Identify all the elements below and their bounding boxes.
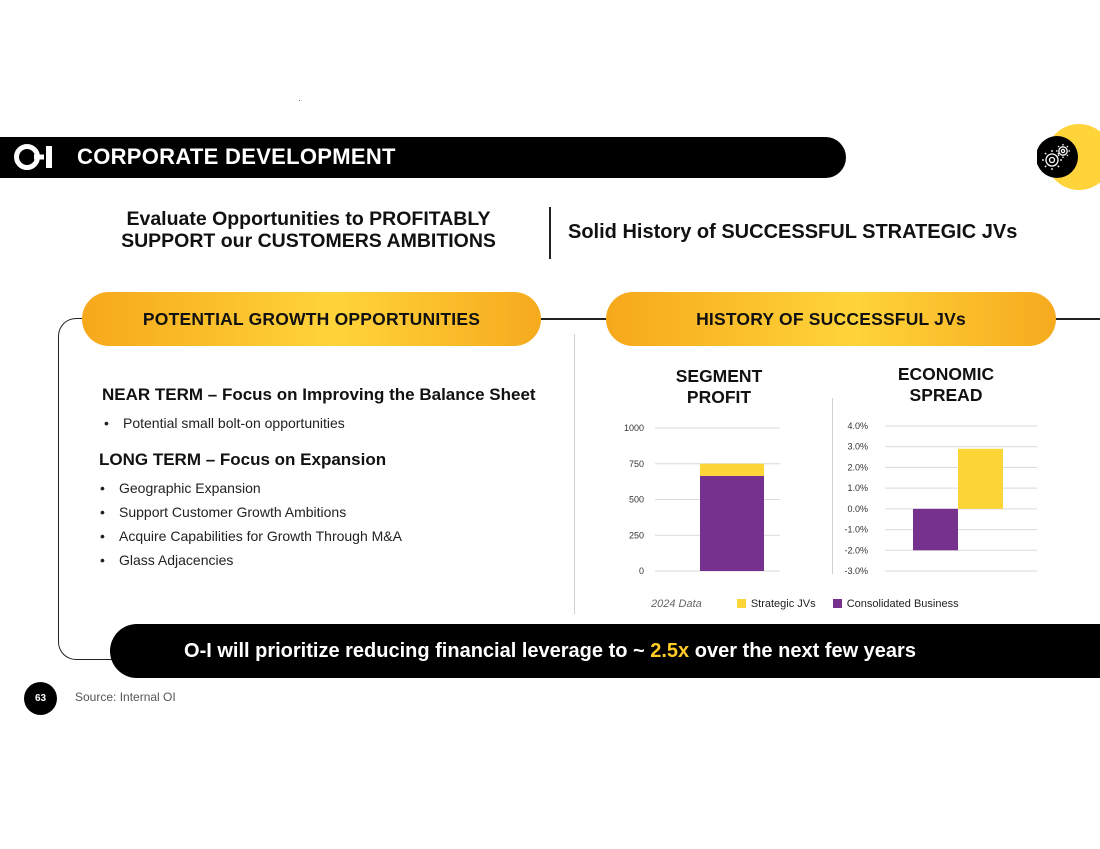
connector-line [538,318,610,320]
chart-title-line: PROFIT [686,387,752,407]
long-term-heading: LONG TERM – Focus on Expansion [99,450,387,469]
header-bar [0,137,846,178]
y-tick-label: 500 [629,495,644,505]
list-item: Support Customer Growth Ambitions [99,500,402,524]
economic-spread-title: ECONOMIC SPREAD [876,364,1016,406]
banner-highlight: 2.5x [650,640,690,662]
chart-title-line: SPREAD [909,385,983,405]
list-item: Acquire Capabilities for Growth Through … [99,524,402,548]
banner-text: O-I will prioritize reducing financial l… [184,640,651,662]
page-number: 63 [24,682,57,715]
panel-divider [574,334,575,614]
gears-icon [1037,124,1100,190]
headline-left-line1: Evaluate Opportunities to PROFITABLY [126,208,491,230]
legend-label: Strategic JVs [750,598,816,610]
list-item: Potential small bolt-on opportunities [103,411,345,435]
segment-profit-title: SEGMENT PROFIT [659,366,779,408]
leverage-banner: O-I will prioritize reducing financial l… [110,624,1100,678]
y-tick-label: 0.0% [847,504,868,514]
legend-item-consolidated: Consolidated Business [832,598,959,610]
y-tick-label: 1000 [624,423,644,433]
bar-strategic-jvs [958,448,1003,509]
y-tick-label: 2.0% [847,462,868,472]
y-tick-label: -2.0% [844,545,868,555]
headline-left: Evaluate Opportunities to PROFITABLY SUP… [96,208,521,252]
headline-divider [549,207,551,259]
stray-dot [299,100,300,101]
list-item: Glass Adjacencies [99,548,402,572]
y-tick-label: 3.0% [847,442,868,452]
legend-item-strategic: Strategic JVs [736,598,816,610]
legend-swatch [832,599,842,608]
near-term-list: Potential small bolt-on opportunities [103,411,345,435]
y-tick-label: -1.0% [844,525,868,535]
y-tick-label: -3.0% [844,566,868,576]
source-note: Source: Internal OI [75,690,176,704]
long-term-list: Geographic Expansion Support Customer Gr… [99,476,402,572]
bar-consolidated-business [913,508,958,551]
legend-label: Consolidated Business [846,598,959,610]
page-title: CORPORATE DEVELOPMENT [77,144,396,169]
successful-jvs-pill: HISTORY OF SUCCESSFUL JVs [606,292,1056,346]
o-i-logo-icon [14,144,52,170]
y-tick-label: 1.0% [847,483,868,493]
near-term-heading: NEAR TERM – Focus on Improving the Balan… [102,385,536,404]
growth-opportunities-pill: POTENTIAL GROWTH OPPORTUNITIES [82,292,541,346]
banner-text-end: over the next few years [689,640,916,662]
y-tick-label: 250 [629,530,644,540]
headline-right: Solid History of SUCCESSFUL STRATEGIC JV… [568,221,1018,243]
bar-strategic-jvs [700,463,764,476]
chart-title-line: SEGMENT [675,366,763,386]
y-tick-label: 4.0% [847,421,868,431]
y-tick-label: 750 [629,459,644,469]
headline-left-line2: SUPPORT our CUSTOMERS AMBITIONS [121,230,496,252]
legend-swatch [736,599,746,608]
chart-title-line: ECONOMIC [897,364,995,384]
list-item: Geographic Expansion [99,476,402,500]
y-tick-label: 0 [639,566,644,576]
jv-charts: 0 250 500 750 1000 -3.0% -2.0% -1.0% 0.0% 1.0% 2.0… [624,421,1037,576]
connector-line-right [1052,318,1100,320]
legend-note: 2024 Data [651,598,702,610]
chart-divider [832,398,833,574]
chart-legend: 2024 Data Strategic JVs Consolidated Bus… [651,597,973,611]
bar-consolidated-business [700,475,764,571]
